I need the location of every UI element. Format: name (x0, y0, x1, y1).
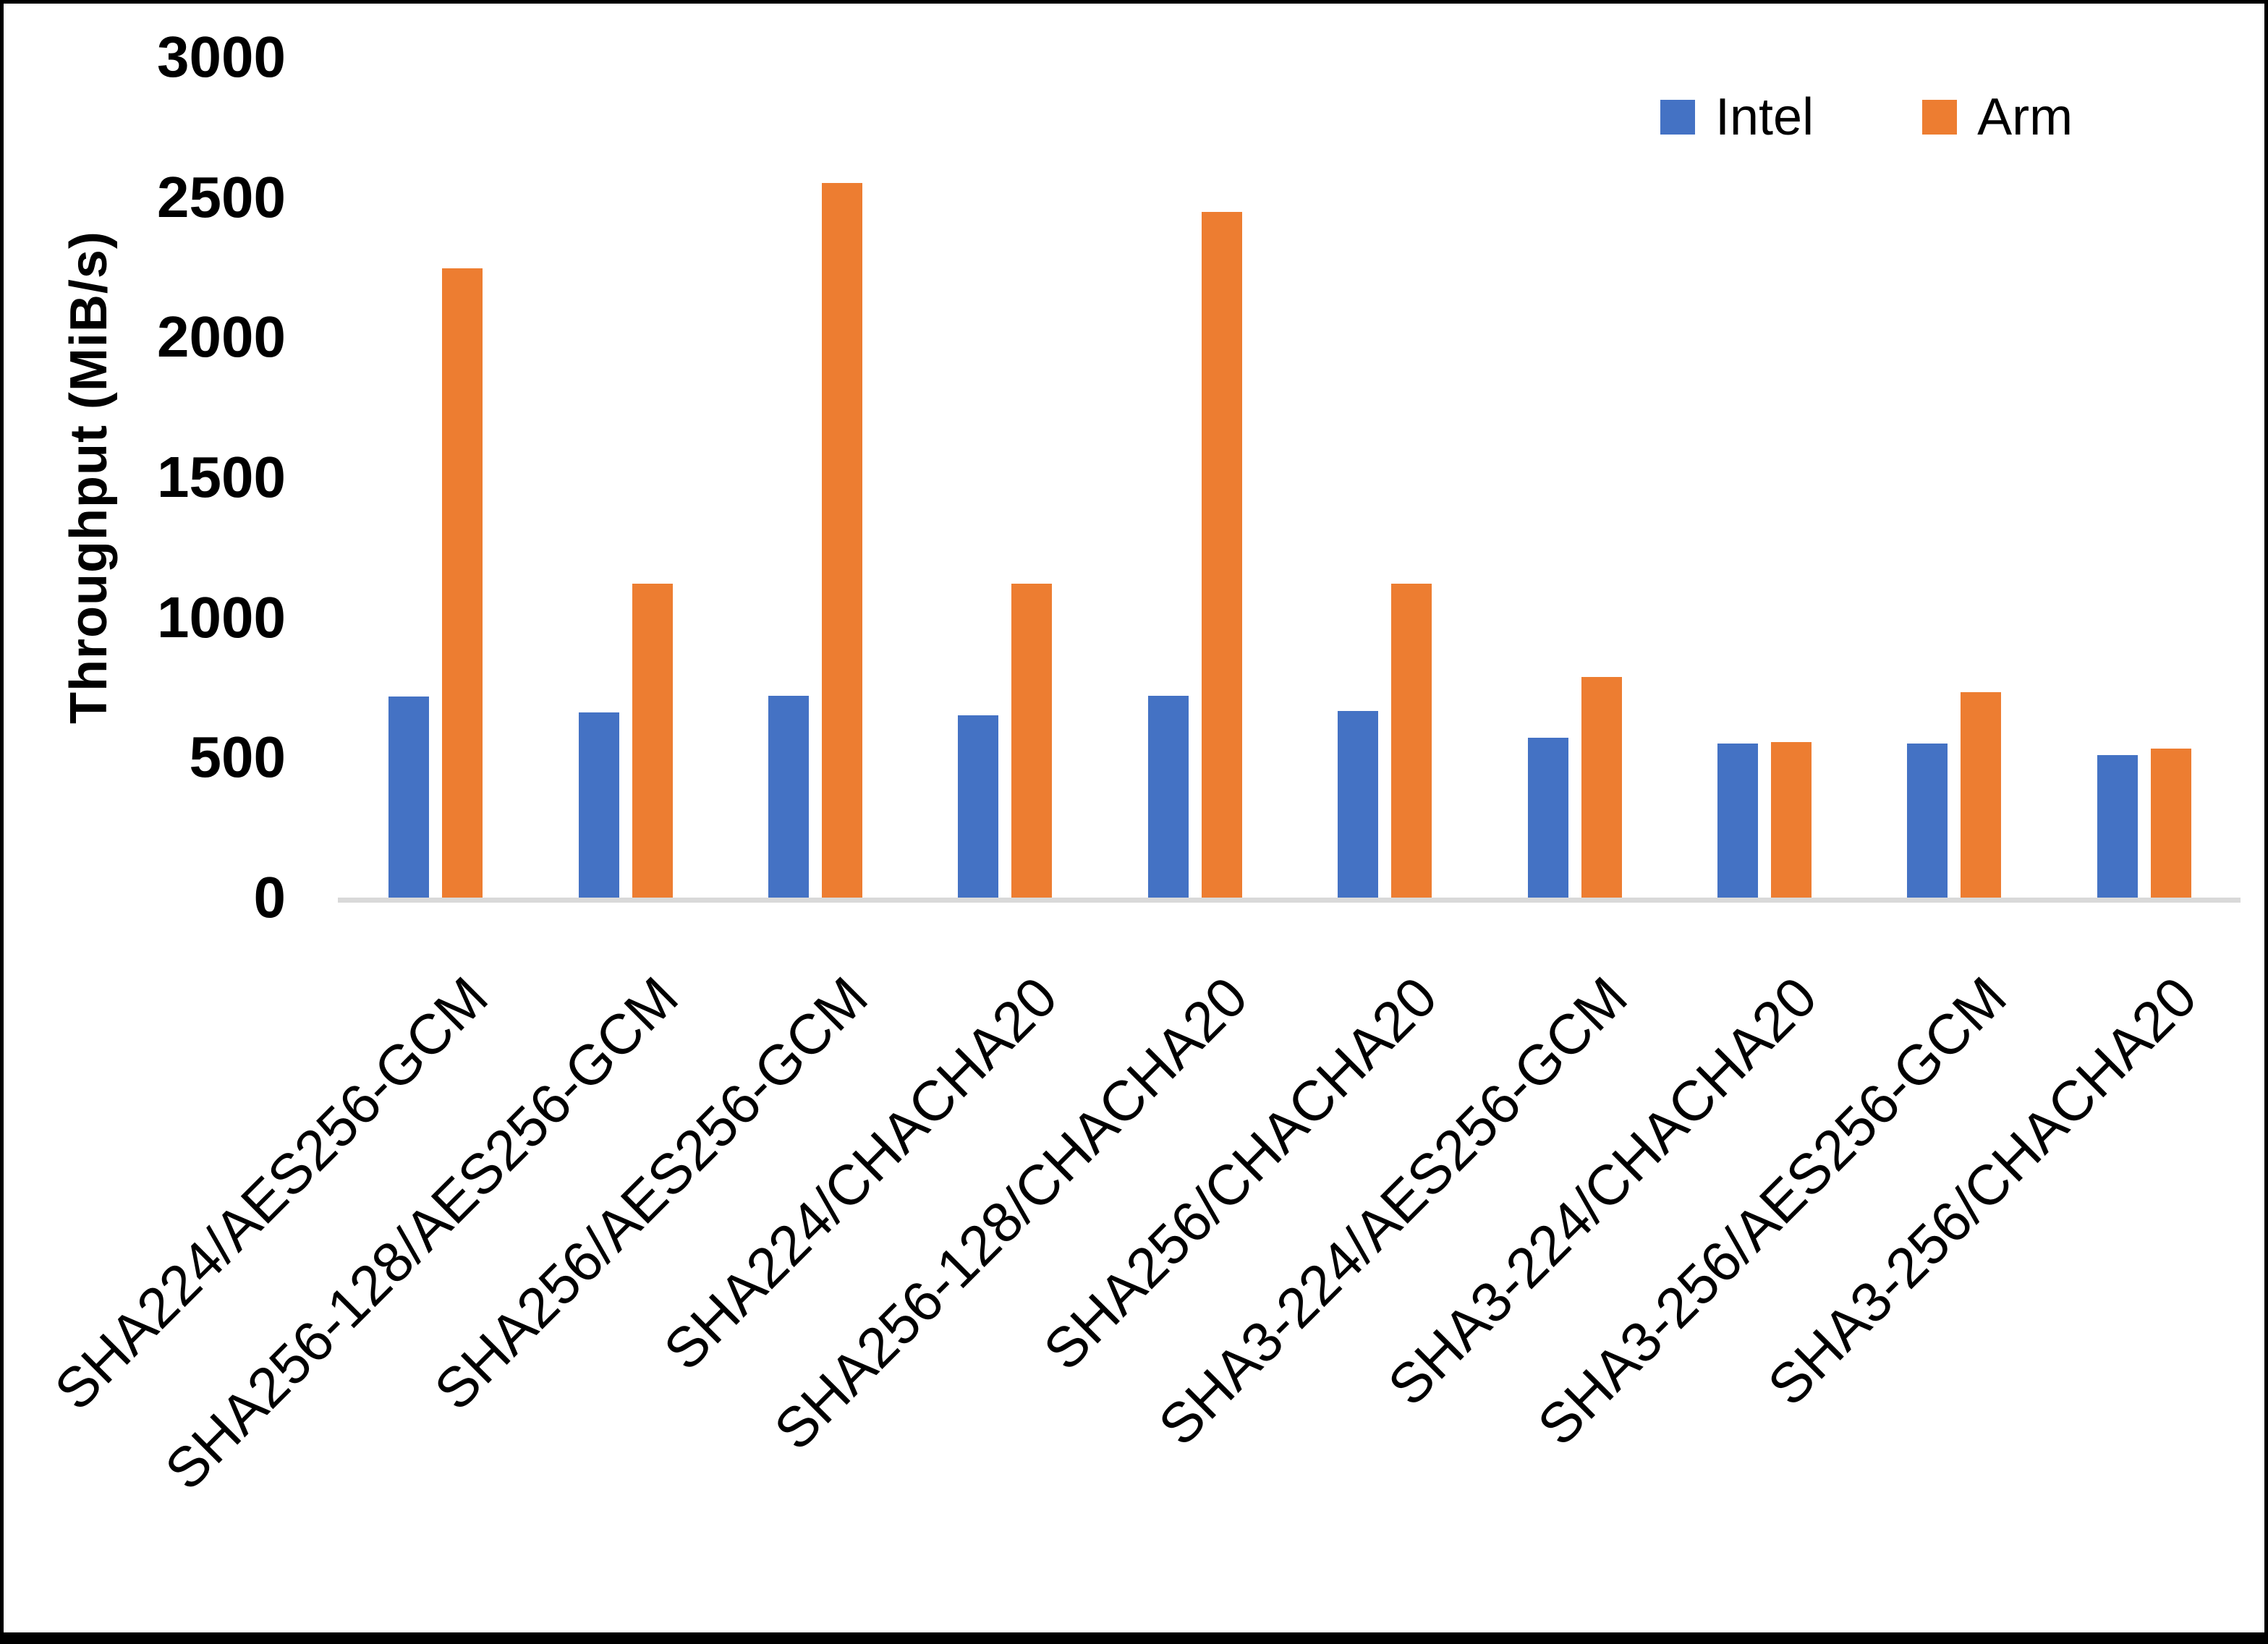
arm-bar (822, 182, 863, 898)
legend-item-arm: Arm (1922, 88, 2073, 147)
bar-group (1859, 57, 2049, 898)
intel-bar (1907, 743, 1948, 898)
y-tick-label: 1500 (157, 445, 286, 509)
legend-label-intel: Intel (1715, 88, 1814, 146)
intel-bar (2097, 754, 2138, 898)
arm-bar (2150, 748, 2191, 898)
bar-group (721, 57, 910, 898)
arm-bar (1771, 741, 1812, 898)
arm-bar (1961, 692, 2002, 898)
arm-bar (1391, 583, 1432, 898)
intel-bar (1338, 711, 1379, 898)
bar-group (910, 57, 1100, 898)
arm-bar (1011, 584, 1053, 898)
arm-bar (442, 268, 483, 898)
bar-group (2050, 57, 2239, 898)
arm-bar (1581, 676, 1622, 898)
bar-group (341, 57, 530, 898)
legend-label-arm: Arm (1977, 88, 2073, 146)
intel-swatch-icon (1660, 100, 1695, 135)
y-tick-label: 3000 (157, 25, 286, 89)
intel-bar (958, 715, 999, 898)
bar-group (1670, 57, 1859, 898)
y-tick-label: 2000 (157, 304, 286, 370)
intel-bar (578, 712, 619, 898)
y-tick-label: 1000 (157, 584, 286, 649)
intel-bar (1527, 737, 1568, 898)
bar-group (1479, 57, 1669, 898)
arm-swatch-icon (1922, 100, 1958, 135)
legend-item-intel: Intel (1660, 88, 1814, 147)
intel-bar (388, 696, 430, 898)
intel-bar (1717, 743, 1759, 898)
arm-bar (632, 584, 673, 898)
y-axis-title: Throughput (MiB/s) (60, 231, 118, 724)
intel-bar (768, 695, 810, 898)
bar-group (530, 57, 720, 898)
plot-area (341, 57, 2239, 898)
y-tick-label: 2500 (157, 164, 286, 229)
bars-container (341, 57, 2239, 898)
x-axis-line (338, 898, 2241, 903)
bar-group (1290, 57, 1479, 898)
intel-bar (1147, 696, 1189, 898)
y-tick-label: 500 (189, 725, 286, 790)
arm-bar (1201, 211, 1242, 898)
legend: Intel Arm (1660, 88, 2073, 147)
y-tick-label: 0 (253, 865, 286, 929)
bar-group (1100, 57, 1290, 898)
